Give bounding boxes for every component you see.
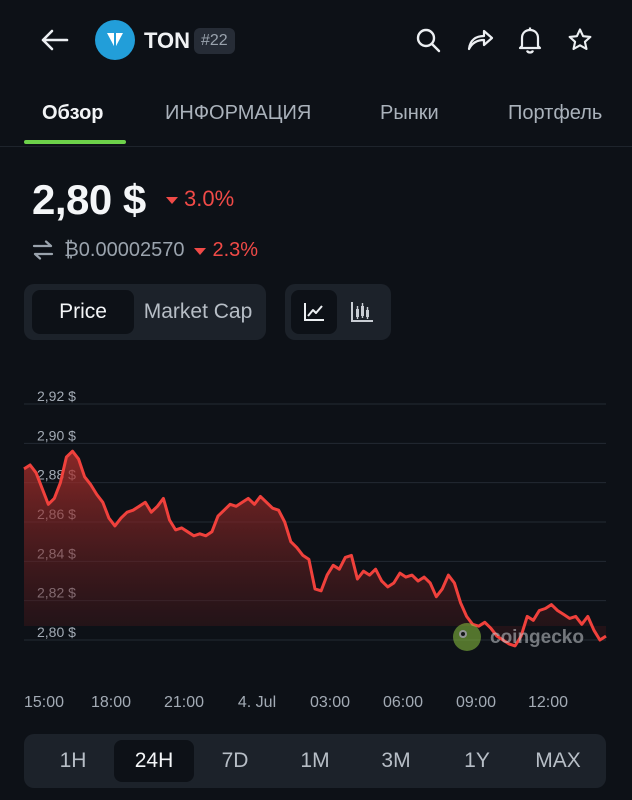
top-bar: TON #22 <box>0 0 632 84</box>
price-change: 3.0% <box>166 186 234 212</box>
coingecko-watermark: coingecko <box>453 623 584 651</box>
favorite-button[interactable] <box>564 24 596 56</box>
candle-view-option[interactable] <box>339 290 385 334</box>
x-tick-label: 15:00 <box>24 694 64 710</box>
share-button[interactable] <box>464 24 496 56</box>
alert-button[interactable] <box>514 24 546 56</box>
active-tab-indicator <box>24 140 126 144</box>
y-tick-label: 2,92 $ <box>37 388 76 404</box>
range-1h[interactable]: 1H <box>59 749 87 772</box>
x-tick-label: 06:00 <box>383 694 423 710</box>
down-triangle-icon <box>194 247 207 255</box>
time-range-selector: 1H 24H 7D 1M 3M 1Y MAX <box>24 734 606 788</box>
chart-metric-toggle: Price Market Cap <box>24 284 266 340</box>
range-1m[interactable]: 1M <box>300 749 330 772</box>
price-change-value: 3.0% <box>184 186 235 211</box>
btc-change-value: 2.3% <box>212 238 259 261</box>
share-icon <box>467 29 494 51</box>
star-icon <box>568 28 592 51</box>
btc-price-row: ₿0.00002570 2.3% <box>32 236 258 264</box>
range-3m[interactable]: 3M <box>381 749 411 772</box>
price-option[interactable]: Price <box>32 290 134 334</box>
price-area-fill <box>24 451 606 646</box>
tab-information[interactable]: ИНФОРМАЦИЯ <box>165 102 312 124</box>
back-button[interactable] <box>36 22 72 58</box>
rank-badge: #22 <box>194 28 235 54</box>
range-max[interactable]: MAX <box>535 749 581 772</box>
tab-portfolio[interactable]: Портфель <box>508 102 603 124</box>
x-tick-label: 18:00 <box>91 694 131 710</box>
line-view-option[interactable] <box>291 290 337 334</box>
range-24h[interactable]: 24H <box>114 740 194 782</box>
range-7d[interactable]: 7D <box>221 749 249 772</box>
x-tick-label: 21:00 <box>164 694 204 710</box>
x-tick-label: 09:00 <box>456 694 496 710</box>
btc-price: ₿0.00002570 <box>64 238 185 261</box>
coin-symbol: TON <box>144 28 191 53</box>
x-tick-label: 03:00 <box>310 694 350 710</box>
bell-icon <box>518 27 542 54</box>
tab-overview[interactable]: Обзор <box>42 102 104 124</box>
y-tick-label: 2,80 $ <box>37 624 76 640</box>
btc-change: 2.3% <box>194 239 258 262</box>
market-cap-option[interactable]: Market Cap <box>143 300 253 323</box>
chart-view-toggle <box>285 284 391 340</box>
back-arrow-icon <box>41 29 69 51</box>
price-chart[interactable]: 2,92 $2,90 $2,88 $2,86 $2,84 $2,82 $2,80… <box>0 380 632 710</box>
tab-markets[interactable]: Рынки <box>380 102 439 124</box>
y-tick-label: 2,90 $ <box>37 427 76 443</box>
line-chart-icon <box>304 303 324 321</box>
current-price: 2,80 $ <box>32 176 146 223</box>
ton-logo-icon <box>107 33 123 48</box>
range-1y[interactable]: 1Y <box>464 749 490 772</box>
x-tick-label: 12:00 <box>528 694 568 710</box>
x-tick-label: 4. Jul <box>238 694 276 710</box>
watermark-text: coingecko <box>490 627 584 648</box>
candlestick-chart-icon <box>351 302 373 322</box>
tab-bar: Обзор ИНФОРМАЦИЯ Рынки Портфель <box>0 84 632 147</box>
swap-arrows-icon <box>32 240 54 260</box>
down-triangle-icon <box>166 196 178 204</box>
ton-logo <box>95 20 135 60</box>
search-icon <box>416 28 441 53</box>
search-button[interactable] <box>412 24 444 56</box>
price-line <box>23 449 607 648</box>
